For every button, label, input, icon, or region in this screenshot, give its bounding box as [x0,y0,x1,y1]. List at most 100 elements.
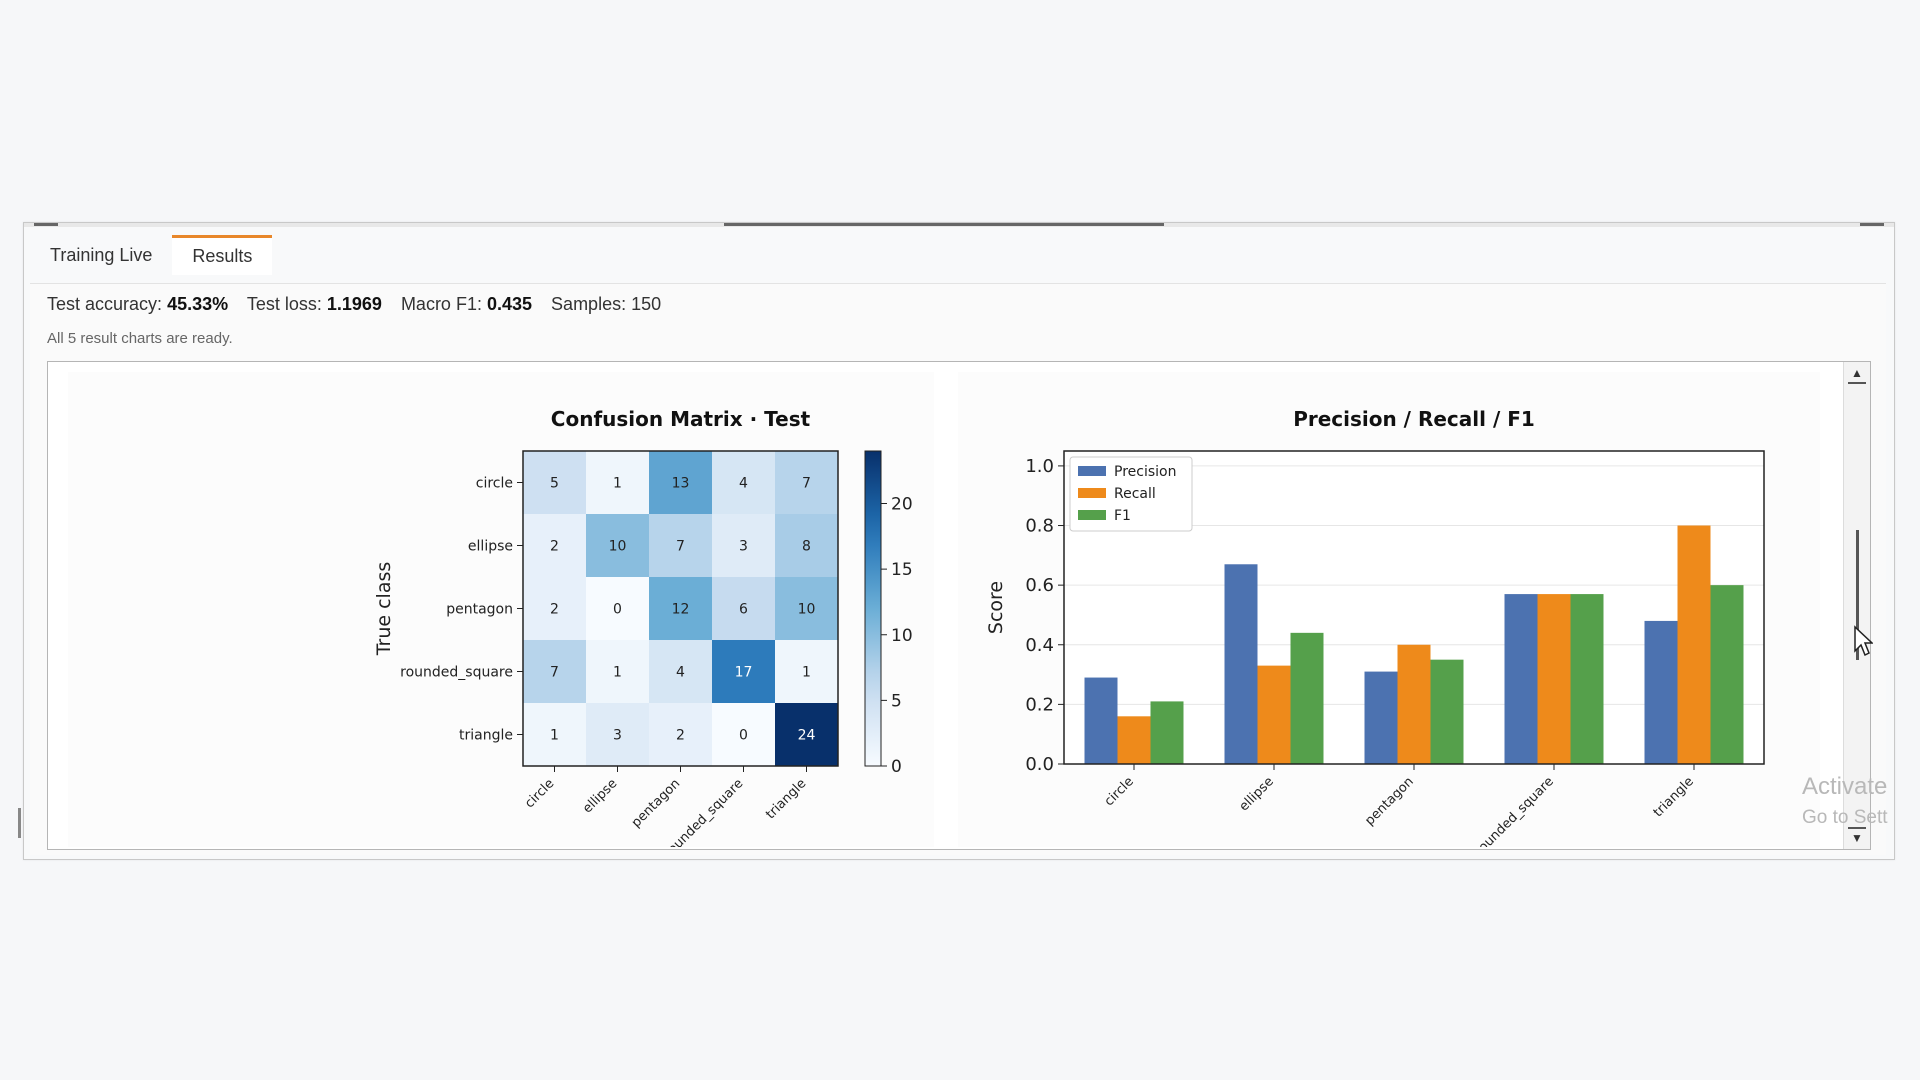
top-splitter-handle[interactable] [724,223,1164,226]
matrix-cell [775,703,838,766]
bar [1257,665,1291,764]
window-top-bar [24,223,1894,227]
results-panel: Test accuracy: 45.33% Test loss: 1.1969 … [30,283,1886,855]
y-tick-label: 0.2 [1025,694,1054,715]
cell-value: 7 [550,665,559,681]
y-tick-label: 1.0 [1025,456,1054,477]
colorbar-tick-label: 20 [891,495,913,515]
y-tick-label: rounded_square [400,665,513,681]
y-axis-label: Score [985,581,1007,634]
matrix-cell [523,577,586,640]
y-tick-label: 0.4 [1025,635,1054,656]
colorbar-tick-label: 5 [891,691,902,711]
legend-label: F1 [1114,508,1131,524]
matrix-cell [586,514,649,577]
confusion-matrix-panel: Confusion Matrix · Test 5 1 13 4 7 2 10 7 3 8 2 0 12 6… [68,372,934,849]
bar [1570,594,1604,764]
samples-value: 150 [631,294,662,314]
status-note: All 5 result charts are ready. [47,330,233,347]
watermark-line-2: Go to Sett [1802,807,1888,828]
loss-label: Test loss: [246,294,322,314]
matrix-cell [523,640,586,703]
matrix-cell [586,577,649,640]
loss-value: 1.1969 [326,294,382,314]
tab-training-live[interactable]: Training Live [50,244,153,265]
matrix-cell [712,577,775,640]
top-bar-segment [34,223,58,226]
cell-value: 13 [672,476,690,492]
tab-bar: Training Live Results [30,235,273,277]
cell-value: 10 [609,539,627,555]
y-tick-label: 0.8 [1025,516,1054,537]
top-bar-segment [1860,223,1884,226]
legend-label: Precision [1114,464,1176,480]
bar [1084,677,1118,764]
charts-scroll-area[interactable]: Confusion Matrix · Test 5 1 13 4 7 2 10 7 3 8 2 0 12 6… [47,361,1871,850]
bar [1504,594,1538,764]
cell-value: 2 [550,539,559,555]
bar [1397,644,1431,764]
matrix-cell [523,703,586,766]
x-tick-label: triangle [763,776,809,822]
matrix-cell [649,577,712,640]
matrix-cell [586,640,649,703]
accuracy-value: 45.33% [167,294,229,314]
legend-swatch [1078,510,1106,520]
matrix-cell [586,451,649,514]
plot-border [1063,450,1765,765]
cell-value: 7 [676,539,685,555]
matrix-cell [775,514,838,577]
bar [1224,564,1258,764]
cell-value: 2 [550,602,559,618]
bar [1117,716,1151,764]
matrix-cell [649,703,712,766]
x-tick-label: triangle [1651,774,1697,820]
cell-value: 0 [613,602,622,618]
y-tick-label: pentagon [446,602,513,618]
y-tick-label: ellipse [468,539,513,555]
cell-value: 24 [798,728,816,744]
matrix-cell [775,640,838,703]
cell-value: 8 [802,539,811,555]
cell-value: 7 [802,476,811,492]
f1-label: Macro F1: [400,294,482,314]
colorbar-tick-label: 15 [891,560,913,580]
legend-label: Recall [1114,486,1156,502]
matrix-cell [712,640,775,703]
matrix-cell [712,514,775,577]
x-tick-label: pentagon [1362,774,1416,828]
matrix-cell [712,703,775,766]
cell-value: 6 [739,602,748,618]
triangle-down-icon[interactable]: ▼ [1848,827,1866,847]
legend-swatch [1078,488,1106,498]
bar [1537,594,1571,764]
x-tick-label: ellipse [1237,774,1277,814]
prf-panel: Precision / Recall / F1 0.0 0.2 0.4 0.6 0.8 1.… [958,372,1820,849]
y-tick-label: 0.6 [1025,575,1054,596]
bar [1677,525,1711,764]
matrix-cell [649,514,712,577]
triangle-up-icon[interactable]: ▲ [1848,364,1866,384]
cell-value: 12 [672,602,690,618]
cell-value: 3 [739,539,748,555]
x-tick-label: circle [1102,774,1137,809]
left-edge-handle [18,808,21,838]
y-tick-label: triangle [459,728,513,744]
y-tick-label: 0.0 [1025,754,1054,775]
x-tick-label: circle [522,776,557,811]
cell-value: 17 [735,665,753,681]
bar [1644,620,1678,764]
cell-value: 1 [613,476,622,492]
bar [1710,585,1744,764]
vertical-scrollbar[interactable]: ▲ ▼ [1843,362,1870,849]
samples-label: Samples: [551,294,627,314]
precision-recall-f1-chart: Precision / Recall / F1 0.0 0.2 0.4 0.6 0.8 1.… [985,407,1765,849]
cell-value: 3 [613,728,622,744]
scrollbar-thumb[interactable] [1856,530,1859,660]
activation-watermark: Activate Go to Sett [1802,773,1888,829]
watermark-line-1: Activate [1802,773,1888,800]
bar [1290,632,1324,764]
tab-results[interactable]: Results [172,235,273,275]
matrix-cell [712,451,775,514]
cell-value: 1 [550,728,559,744]
